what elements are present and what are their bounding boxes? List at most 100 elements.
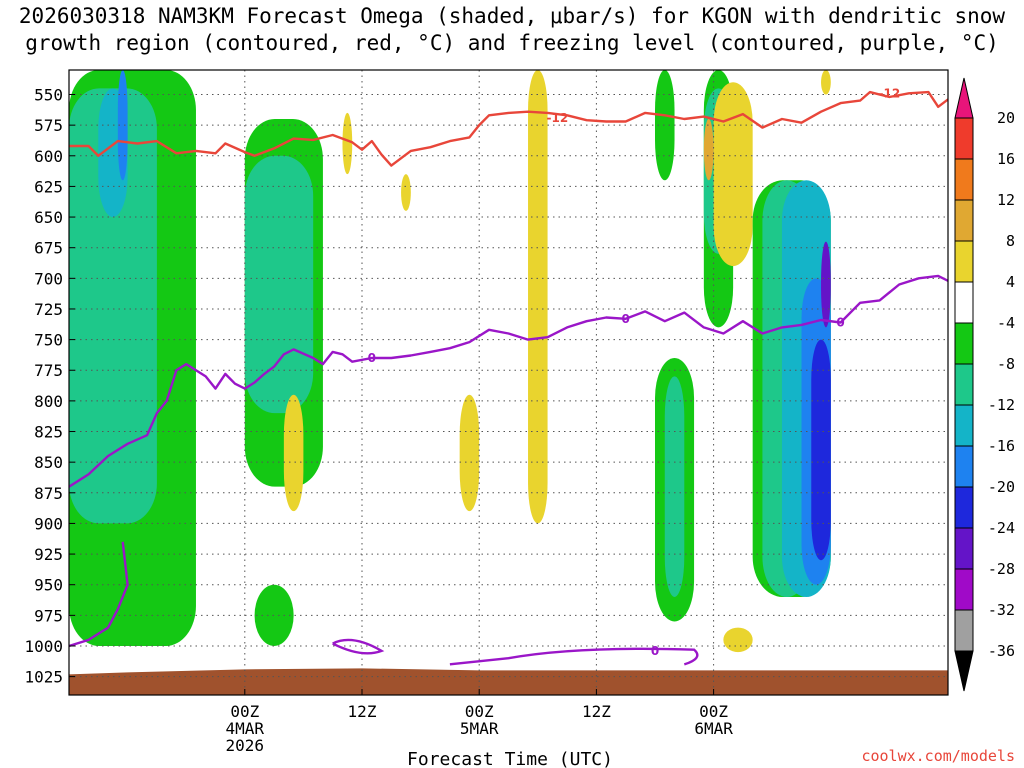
omega-region-11 xyxy=(528,70,548,524)
colorbar-band-0 xyxy=(954,117,974,160)
omega-region-16 xyxy=(664,376,685,597)
colorbar-band-12 xyxy=(954,609,974,652)
colorbar-label-12: -32 xyxy=(988,601,1015,619)
colorbar-band-10 xyxy=(954,527,974,570)
omega-region-10 xyxy=(401,174,411,211)
y-tick-label-1025: 1025 xyxy=(24,668,63,687)
plot-frame xyxy=(68,69,949,696)
omega-region-5 xyxy=(244,155,314,414)
contour-freezing-level xyxy=(69,274,948,488)
colorbar-label-2: 12 xyxy=(997,191,1015,209)
colorbar-label-9: -20 xyxy=(988,478,1015,496)
colorbar-band-2 xyxy=(954,199,974,242)
y-tick-label-950: 950 xyxy=(34,576,63,595)
omega-region-24 xyxy=(821,241,831,328)
omega-region-25 xyxy=(821,70,831,95)
contour-label-2: 0 xyxy=(368,351,376,365)
y-tick-label-825: 825 xyxy=(34,423,63,442)
colorbar-label-0: 20 xyxy=(997,109,1015,127)
y-tick-label-550: 550 xyxy=(34,86,63,105)
colorbar-band-7 xyxy=(954,404,974,447)
omega-region-6 xyxy=(254,584,294,646)
colorbar-band-8 xyxy=(954,445,974,488)
colorbar-band-6 xyxy=(954,363,974,406)
chart-title-line2: growth region (contoured, red, °C) and f… xyxy=(25,31,999,55)
x-tick-label-36-1: 12Z xyxy=(582,702,611,721)
contour-freezing-level-loop1 xyxy=(332,638,385,655)
x-tick-label-48-2: 6MAR xyxy=(694,719,733,738)
x-tick-label-0-1: 00Z xyxy=(230,702,259,721)
contour-lines xyxy=(69,90,948,666)
omega-region-3 xyxy=(117,70,128,181)
colorbar-label-5: -4 xyxy=(997,314,1015,332)
omega-region-23 xyxy=(811,339,831,561)
contour-label-5: 0 xyxy=(651,644,659,658)
omega-region-26 xyxy=(723,627,753,653)
terrain-surface xyxy=(69,668,948,695)
x-axis-label: Forecast Time (UTC) xyxy=(407,749,613,768)
omega-shading xyxy=(69,70,831,653)
colorbar-label-8: -16 xyxy=(988,437,1015,455)
y-tick-label-600: 600 xyxy=(34,147,63,166)
colorbar-label-4: 4 xyxy=(1006,273,1015,291)
x-tick-label-24-1: 00Z xyxy=(465,702,494,721)
omega-region-8 xyxy=(459,394,480,512)
colorbar-label-11: -28 xyxy=(988,560,1015,578)
omega-region-12 xyxy=(655,70,675,181)
colorbar-label-13: -36 xyxy=(988,642,1015,660)
colorbar-band-4 xyxy=(954,281,974,324)
x-tick-label-12-1: 12Z xyxy=(348,702,377,721)
y-tick-label-575: 575 xyxy=(34,116,63,135)
y-tick-label-925: 925 xyxy=(34,545,63,564)
contour-label-3: 0 xyxy=(622,312,630,326)
gridlines xyxy=(69,70,948,695)
colorbar-band-9 xyxy=(954,486,974,529)
contour-label-4: 0 xyxy=(836,315,844,329)
x-tick-label-0-2: 4MAR xyxy=(226,719,265,738)
colorbar-top-arrow xyxy=(954,77,974,119)
colorbar-label-3: 8 xyxy=(1006,232,1015,250)
colorbar-band-5 xyxy=(954,322,974,365)
colorbar-label-10: -24 xyxy=(988,519,1015,537)
contour-dendritic-snow-growth xyxy=(69,90,948,167)
contour-labels: -12 -12 0 0 0 0 xyxy=(368,86,901,658)
omega-region-17 xyxy=(713,82,753,267)
y-tick-label-750: 750 xyxy=(34,331,63,350)
y-tick-label-700: 700 xyxy=(34,269,63,288)
y-tick-label-650: 650 xyxy=(34,208,63,227)
omega-region-9 xyxy=(342,112,353,175)
contour-label-1: -12 xyxy=(879,86,901,100)
colorbar-band-11 xyxy=(954,568,974,611)
omega-region-7 xyxy=(283,394,304,512)
y-tick-label-775: 775 xyxy=(34,361,63,380)
y-tick-label-975: 975 xyxy=(34,606,63,625)
x-tick-label-0-3: 2026 xyxy=(226,736,265,755)
chart-title-line1: 2026030318 NAM3KM Forecast Omega (shaded… xyxy=(18,4,1006,28)
colorbar-bottom-arrow xyxy=(954,650,974,692)
y-tick-label-625: 625 xyxy=(34,177,63,196)
credit-link[interactable]: coolwx.com/models xyxy=(861,747,1015,765)
colorbar: 20 16 12 8 4 -4 -8 -12 -16 -20 -24 -28 -32 -36 xyxy=(954,77,1015,692)
colorbar-label-7: -12 xyxy=(988,396,1015,414)
colorbar-band-1 xyxy=(954,158,974,201)
omega-region-18 xyxy=(703,119,714,181)
y-tick-label-1000: 1000 xyxy=(24,637,63,656)
x-tick-label-48-1: 00Z xyxy=(699,702,728,721)
y-tick-label-725: 725 xyxy=(34,300,63,319)
y-tick-label-875: 875 xyxy=(34,484,63,503)
colorbar-band-3 xyxy=(954,240,974,283)
y-tick-label-675: 675 xyxy=(34,239,63,258)
terrain-fill xyxy=(69,668,948,695)
y-axis: 550 575 600 625 650 675 700 725 750 775 800 825 850 8… xyxy=(24,86,75,687)
colorbar-label-6: -8 xyxy=(997,355,1015,373)
contour-freezing-level-loop2 xyxy=(449,647,699,666)
y-tick-label-850: 850 xyxy=(34,453,63,472)
contour-label-0: -12 xyxy=(546,111,568,125)
omega-region-1 xyxy=(69,88,157,524)
y-tick-label-800: 800 xyxy=(34,392,63,411)
contour-freezing-level-lower xyxy=(69,541,129,648)
colorbar-label-1: 16 xyxy=(997,150,1015,168)
y-tick-label-900: 900 xyxy=(34,514,63,533)
